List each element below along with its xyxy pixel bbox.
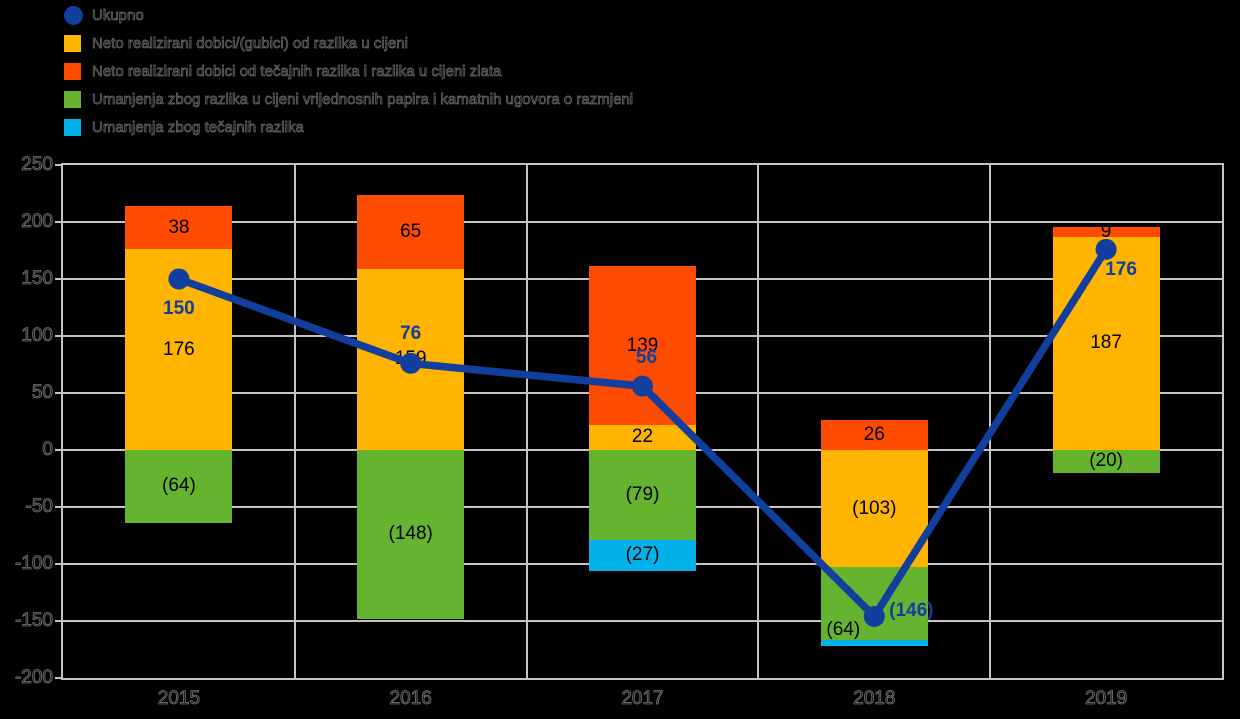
bar-segment — [589, 540, 696, 571]
bar-segment-label: (64) — [826, 618, 861, 640]
bar-segment — [820, 420, 928, 450]
x-axis-year-label: 2015 — [157, 688, 201, 710]
bar-segment — [589, 424, 696, 450]
y-axis-tick — [55, 563, 61, 565]
y-axis-tick-label: 200 — [21, 211, 54, 233]
series-swatch-icon — [64, 62, 81, 80]
bar-segment-label: (148) — [388, 523, 433, 545]
bar-labels-layer: 17638(64)15965(148)22139(79)(27)26(103)(… — [63, 165, 1222, 678]
x-axis-year-label: 2017 — [621, 688, 664, 710]
total-line-point — [1095, 238, 1117, 260]
bar-segment-label: (79) — [625, 484, 660, 506]
bar-segment — [820, 450, 928, 568]
legend-item: Umanjenja zbog razlika u cijeni vrijedno… — [64, 85, 633, 113]
gridline-horizontal — [63, 620, 1222, 622]
y-axis-tick-label: -200 — [14, 667, 54, 689]
bar-segment-label: (64) — [161, 475, 196, 497]
series-swatch-icon — [64, 34, 81, 52]
chart-legend: Ukupno Neto realizirani dobici/(gubici) o… — [64, 1, 633, 141]
bar-segment-label: 139 — [626, 334, 659, 356]
gridline-vertical — [293, 165, 296, 678]
total-line-label: (146) — [889, 600, 934, 622]
bar-segment — [1052, 226, 1160, 237]
y-axis-tick — [55, 677, 61, 679]
x-axis-year-label: 2018 — [853, 688, 896, 710]
gridline-vertical — [989, 165, 992, 678]
bar-segment-label: 65 — [400, 220, 422, 242]
legend-item-label: Umanjenja zbog tečajnih razlika — [92, 118, 304, 136]
y-axis-tick-label: -50 — [25, 496, 53, 518]
plot-area: 17638(64)15965(148)22139(79)(27)26(103)(… — [61, 163, 1224, 680]
bar-segment — [589, 450, 696, 541]
legend-item: Neto realizirani dobici od tečajnih razl… — [64, 57, 633, 85]
bar-segment — [1052, 450, 1160, 473]
bar-segment-label: (27) — [625, 544, 660, 566]
line-labels-layer: 150 76 56 (146) 176 — [63, 165, 1222, 678]
legend-item-label: Neto realizirani dobici/(gubici) od razl… — [92, 34, 409, 52]
y-axis-tick — [55, 620, 61, 622]
legend-item-label: Umanjenja zbog razlika u cijeni vrijedno… — [92, 90, 634, 108]
bar-segment — [125, 206, 233, 250]
y-axis-tick — [55, 449, 61, 451]
y-axis-tick — [55, 335, 61, 337]
legend-item-label: Neto realizirani dobici od tečajnih razl… — [92, 62, 502, 80]
x-axis-year-label: 2016 — [389, 688, 432, 710]
y-axis-tick-label: -100 — [14, 553, 54, 575]
y-axis-tick — [55, 164, 61, 166]
total-line-point — [400, 352, 422, 374]
legend-item: Ukupno — [64, 1, 633, 29]
legend-item-label: Ukupno — [92, 6, 144, 24]
bar-segment-label: (103) — [852, 497, 897, 519]
y-axis-tick — [55, 506, 61, 508]
bar-segment-label: 187 — [1090, 332, 1122, 354]
total-line-point — [168, 268, 190, 290]
y-axis-tick-label: 150 — [21, 268, 54, 290]
bar-segment-label: 26 — [863, 424, 885, 446]
y-axis-tick — [55, 392, 61, 394]
x-axis-year-label: 2019 — [1084, 688, 1128, 710]
bar-segment — [820, 640, 928, 647]
series-swatch-icon — [64, 118, 81, 136]
total-line-label: 56 — [635, 347, 658, 369]
y-axis-tick-label: 0 — [42, 439, 53, 461]
total-line-point — [863, 605, 885, 627]
bar-segment — [125, 450, 233, 523]
y-axis-tick-label: -150 — [14, 610, 54, 632]
bar-segment — [357, 450, 465, 619]
line-series-marker-icon — [64, 5, 83, 25]
bar-segment — [1052, 236, 1160, 450]
y-axis-tick-label: 50 — [31, 382, 53, 404]
bar-segment-label: 22 — [631, 426, 654, 448]
y-axis-tick-label: 250 — [21, 154, 54, 176]
y-axis-tick-label: 100 — [21, 325, 54, 347]
total-line-label: 76 — [400, 323, 422, 345]
total-line-label: 176 — [1105, 259, 1137, 281]
series-swatch-icon — [64, 90, 81, 108]
total-line — [168, 238, 1117, 627]
bar-segment-label: 9 — [1100, 220, 1112, 242]
bar-segment-label: 38 — [168, 216, 190, 238]
gridline-vertical — [525, 165, 528, 678]
bar-segment-label: 176 — [163, 338, 195, 360]
bar-segment — [589, 266, 696, 425]
bar-segment — [357, 194, 465, 269]
legend-item: Umanjenja zbog tečajnih razlika — [64, 113, 633, 141]
y-axis-tick — [55, 221, 61, 223]
total-line-label: 150 — [163, 298, 195, 319]
gridline-vertical — [757, 165, 760, 678]
gridline-horizontal — [63, 221, 1222, 223]
legend-item: Neto realizirani dobici/(gubici) od razl… — [64, 29, 633, 57]
y-axis-tick — [55, 278, 61, 280]
bar-segment-label: (20) — [1089, 450, 1123, 472]
total-line-point — [632, 375, 653, 397]
